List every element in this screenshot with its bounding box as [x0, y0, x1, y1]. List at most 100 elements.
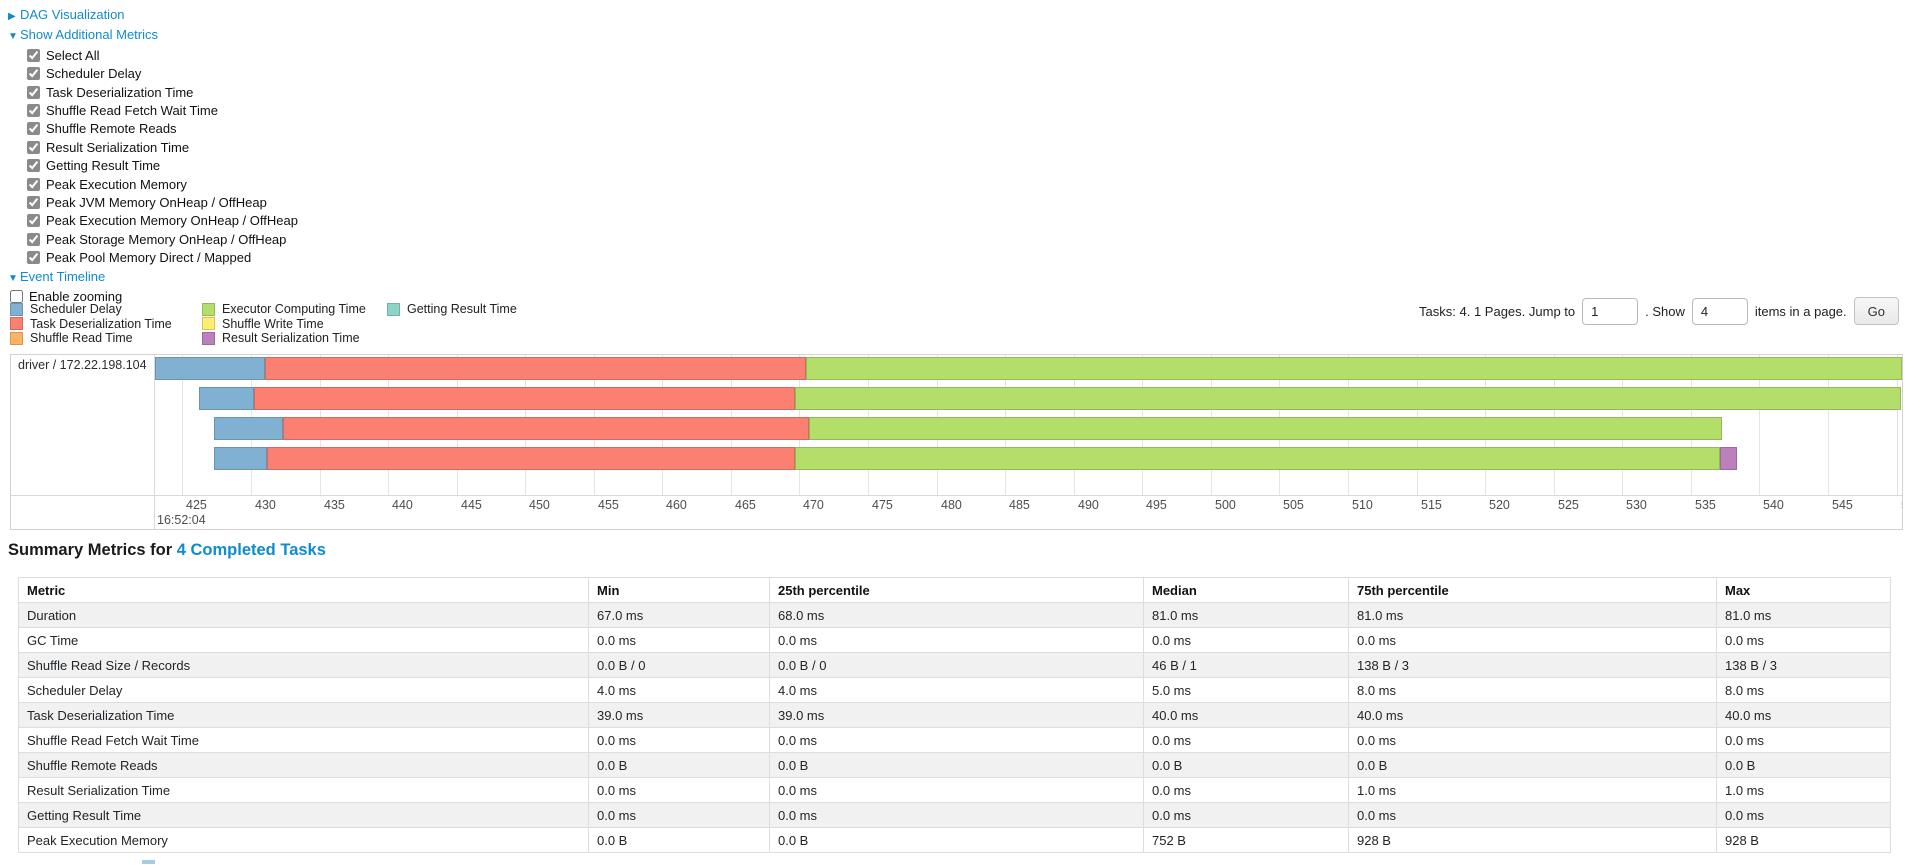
- metric-checkbox[interactable]: [27, 48, 40, 62]
- metric-name-cell: Shuffle Read Size / Records: [18, 652, 589, 678]
- legend-column: Getting Result Time: [387, 302, 517, 317]
- task-1-scheduler-delay-bar[interactable]: [198, 387, 254, 410]
- completed-tasks-link[interactable]: 4 Completed Tasks: [176, 541, 326, 559]
- metric-checkbox-label: Shuffle Remote Reads: [46, 121, 177, 137]
- summary-heading-text: Summary Metrics for: [8, 541, 177, 559]
- metric-value-cell: 0.0 B / 0: [769, 652, 1144, 678]
- task-3-task-deserialization-bar[interactable]: [267, 447, 796, 470]
- metric-checkbox[interactable]: [27, 251, 40, 265]
- metric-value-cell: 67.0 ms: [588, 602, 770, 628]
- metric-checkbox[interactable]: [27, 104, 40, 118]
- metric-value-cell: 0.0 ms: [588, 627, 770, 653]
- shuffle-read-swatch-icon: [10, 331, 23, 345]
- metric-value-cell: 0.0 ms: [1716, 627, 1891, 653]
- task-3-result-serialization-bar[interactable]: [1719, 447, 1738, 470]
- metric-value-cell: 0.0 ms: [769, 802, 1144, 828]
- metric-value-cell: 46 B / 1: [1143, 652, 1349, 678]
- task-1-task-deserialization-bar[interactable]: [253, 387, 796, 410]
- axis-tick-label: 480: [941, 498, 962, 512]
- metric-value-cell: 8.0 ms: [1348, 677, 1717, 703]
- metric-checkbox[interactable]: [27, 140, 40, 154]
- metric-value-cell: 0.0 B: [588, 752, 770, 778]
- column-header: 75th percentile: [1348, 577, 1717, 603]
- metric-checkbox[interactable]: [27, 214, 40, 228]
- dag-visualization-toggle[interactable]: ▶ DAG Visualization: [8, 6, 298, 26]
- table-row: Duration 67.0 ms 68.0 ms 81.0 ms 81.0 ms 81.0…: [18, 602, 1891, 628]
- metric-value-cell: 0.0 B: [769, 827, 1144, 853]
- table-row: Task Deserialization Time 39.0 ms 39.0 ms 4…: [18, 702, 1891, 728]
- task-3-scheduler-delay-bar[interactable]: [213, 447, 268, 470]
- timeline-plot-area: [155, 355, 1902, 495]
- table-row: Scheduler Delay 4.0 ms 4.0 ms 5.0 ms 8.0 ms 8…: [18, 677, 1891, 703]
- table-row: Shuffle Read Fetch Wait Time 0.0 ms 0.0 ms…: [18, 727, 1891, 753]
- metric-name-cell: Duration: [18, 602, 589, 628]
- metric-value-cell: 0.0 ms: [1143, 777, 1349, 803]
- metric-checkbox-row: Getting Result Time: [8, 157, 298, 175]
- metric-value-cell: 138 B / 3: [1716, 652, 1891, 678]
- metric-value-cell: 0.0 ms: [1143, 627, 1349, 653]
- metric-value-cell: 40.0 ms: [1348, 702, 1717, 728]
- axis-tick-label: 470: [803, 498, 824, 512]
- axis-tick-label: 430: [255, 498, 276, 512]
- metric-checkbox-label: Peak JVM Memory OnHeap / OffHeap: [46, 195, 267, 211]
- metric-value-cell: 1.0 ms: [1348, 777, 1717, 803]
- metric-checkbox[interactable]: [27, 122, 40, 136]
- metric-value-cell: 928 B: [1716, 827, 1891, 853]
- items-per-page-input[interactable]: [1691, 297, 1748, 325]
- task-3-executor-computing-bar[interactable]: [795, 447, 1720, 470]
- legend-item: Scheduler Delay: [10, 302, 172, 317]
- metric-checkbox[interactable]: [27, 177, 40, 191]
- table-row: Shuffle Remote Reads 0.0 B 0.0 B 0.0 B 0.0 B…: [18, 752, 1891, 778]
- enable-zooming-checkbox[interactable]: [10, 290, 23, 304]
- metric-checkbox[interactable]: [27, 67, 40, 81]
- metric-value-cell: 0.0 ms: [769, 727, 1144, 753]
- axis-tick-label: 490: [1078, 498, 1099, 512]
- task-1-executor-computing-bar[interactable]: [795, 387, 1901, 410]
- task-2-task-deserialization-bar[interactable]: [282, 417, 810, 440]
- jump-to-page-input[interactable]: [1582, 297, 1639, 325]
- event-timeline-toggle[interactable]: ▼ Event Timeline: [8, 268, 298, 288]
- axis-tick-label: 425: [186, 498, 207, 512]
- metric-name-cell: Getting Result Time: [18, 802, 589, 828]
- metric-value-cell: 0.0 ms: [1348, 802, 1717, 828]
- metric-checkbox[interactable]: [27, 196, 40, 210]
- metric-value-cell: 0.0 B: [588, 827, 770, 853]
- summary-metrics-table: Metric Min 25th percentile Median 75th perce…: [18, 577, 1891, 853]
- axis-tick-label: 525: [1558, 498, 1579, 512]
- metric-checkbox[interactable]: [27, 232, 40, 246]
- collapsed-arrow-icon: ▶: [8, 11, 16, 22]
- axis-tick-label: 505: [1283, 498, 1304, 512]
- metric-checkbox-label: Scheduler Delay: [46, 66, 142, 82]
- task-0-scheduler-delay-bar[interactable]: [155, 357, 265, 380]
- legend-item: Result Serialization Time: [202, 331, 366, 346]
- task-2-scheduler-delay-bar[interactable]: [213, 417, 283, 440]
- metric-checkbox[interactable]: [27, 159, 40, 173]
- axis-tick-label: 520: [1489, 498, 1510, 512]
- legend-column: Executor Computing Time Shuffle Write Tim…: [202, 302, 366, 346]
- task-0-task-deserialization-bar[interactable]: [264, 357, 807, 380]
- metric-value-cell: 0.0 B: [1143, 752, 1349, 778]
- axis-tick-label: 455: [598, 498, 619, 512]
- axis-separator: [11, 495, 1902, 496]
- event-timeline-chart: driver / 172.22.198.104 16:52:04 425 430 4…: [10, 354, 1903, 530]
- gridline: [1897, 355, 1898, 495]
- axis-tick-label: 465: [735, 498, 756, 512]
- task-0-executor-computing-bar[interactable]: [806, 357, 1902, 380]
- column-header: 25th percentile: [769, 577, 1144, 603]
- expanded-arrow-icon: ▼: [8, 272, 18, 284]
- go-button[interactable]: Go: [1853, 297, 1899, 325]
- label-column-divider: [154, 355, 155, 529]
- legend-item: Shuffle Write Time: [202, 317, 366, 332]
- gridline: [182, 355, 183, 495]
- show-additional-metrics-toggle[interactable]: ▼ Show Additional Metrics: [8, 26, 298, 46]
- result-serialization-swatch-icon: [202, 331, 215, 345]
- metric-checkbox[interactable]: [27, 85, 40, 99]
- metric-checkbox-row: Shuffle Remote Reads: [8, 120, 298, 138]
- task-2-executor-computing-bar[interactable]: [809, 417, 1723, 440]
- legend-label: Task Deserialization Time: [30, 316, 172, 331]
- metric-value-cell: 81.0 ms: [1716, 602, 1891, 628]
- task-pagination-controls: Tasks: 4. 1 Pages. Jump to . Show items …: [1419, 296, 1899, 326]
- metric-value-cell: 0.0 ms: [1348, 727, 1717, 753]
- metric-checkbox-label: Task Deserialization Time: [46, 84, 194, 100]
- metric-checkbox-label: Peak Pool Memory Direct / Mapped: [46, 250, 252, 266]
